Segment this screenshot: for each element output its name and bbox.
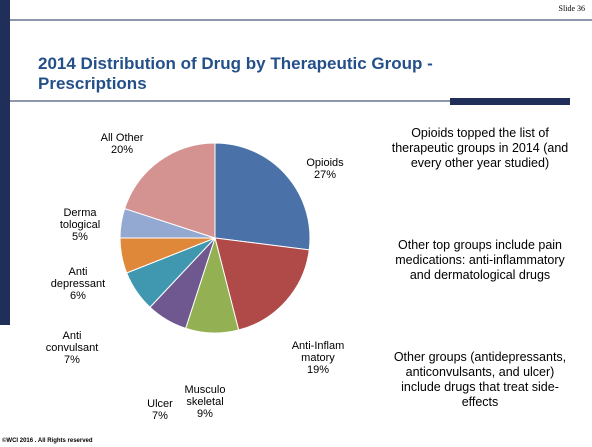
value-label: 7%: [64, 354, 80, 366]
side-bar: [0, 0, 10, 325]
category-label: Anti convulsant: [45, 330, 99, 354]
category-label: Anti-Inflam matory: [291, 340, 345, 364]
category-label: Opioids: [306, 157, 344, 169]
category-label: Musculo skeletal: [184, 384, 226, 408]
slice-label: Derma tological 5%: [60, 207, 100, 243]
category-label: Derma tological: [59, 207, 101, 231]
note: Opioids topped the list of therapeutic g…: [391, 126, 569, 170]
value-label: 9%: [197, 408, 213, 420]
value-label: 27%: [313, 169, 337, 181]
slice-label: Anti depressant 6%: [51, 266, 105, 302]
slice-label: Musculo skeletal 9%: [185, 384, 226, 420]
value-label: 19%: [306, 364, 330, 376]
category-label: Anti depressant: [50, 266, 106, 290]
slice-label: Ulcer 7%: [147, 398, 173, 422]
pie-slice: [124, 142, 216, 239]
note: Other groups (antidepressants, anticonvu…: [393, 350, 567, 409]
slide-title: 2014 Distribution of Drug by Therapeutic…: [38, 54, 433, 93]
pie-slice: [214, 142, 311, 251]
value-label: 20%: [110, 144, 134, 156]
value-label: 5%: [72, 231, 88, 243]
title-bar: [450, 98, 570, 105]
slide-number: Slide 36: [559, 4, 585, 13]
pie-slice: [214, 237, 310, 331]
slice-label: All Other 20%: [101, 132, 144, 156]
value-label: 6%: [70, 290, 86, 302]
slice-label: Anti-Inflam matory 19%: [292, 340, 345, 376]
category-label: Ulcer: [147, 398, 173, 410]
footer: ©WCI 2016 . All Rights reserved: [2, 438, 93, 444]
note: Other top groups include pain medication…: [395, 238, 565, 282]
value-label: 7%: [152, 410, 168, 422]
category-label: All Other: [100, 132, 144, 144]
slice-label: Opioids 27%: [306, 157, 343, 181]
slice-label: Anti convulsant 7%: [46, 330, 99, 366]
